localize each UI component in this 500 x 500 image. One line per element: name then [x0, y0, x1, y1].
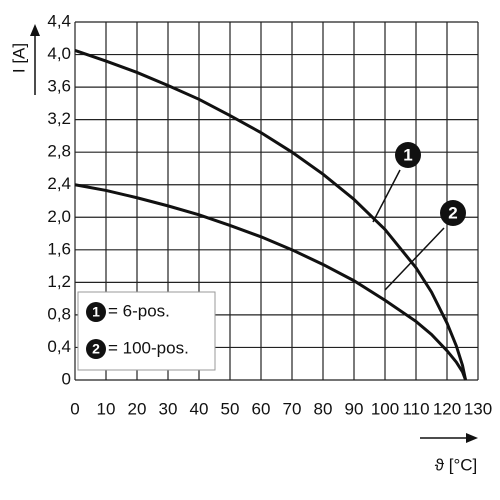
y-tick-label: 2,0 [47, 207, 71, 226]
x-tick-label: 60 [252, 399, 271, 418]
y-tick-label: 3,2 [47, 109, 71, 128]
legend-badge-label: 1 [92, 304, 100, 320]
x-tick-label: 20 [128, 399, 147, 418]
x-tick-label: 90 [345, 399, 364, 418]
y-axis-label: I [A] [9, 43, 28, 73]
y-tick-label: 4,0 [47, 44, 71, 63]
x-tick-label: 120 [433, 399, 461, 418]
y-tick-label: 3,6 [47, 77, 71, 96]
y-arrowhead [30, 24, 40, 36]
x-tick-label: 0 [70, 399, 79, 418]
x-tick-label: 80 [314, 399, 333, 418]
x-tick-label: 30 [159, 399, 178, 418]
callout-badge [395, 142, 421, 168]
x-axis-label: ϑ [°C] [435, 455, 478, 474]
y-tick-label: 2,8 [47, 142, 71, 161]
y-tick-label: 1,2 [47, 272, 71, 291]
callout-label: 1 [403, 145, 412, 164]
series-line [74, 49, 468, 381]
callout-line [384, 227, 445, 291]
legend-badge-label: 2 [92, 341, 100, 357]
x-tick-label: 10 [97, 399, 116, 418]
x-tick-label: 70 [283, 399, 302, 418]
y-tick-label: 0,8 [47, 304, 71, 323]
legend-badge [86, 339, 106, 359]
y-tick-label: 1,6 [47, 239, 71, 258]
x-arrowhead [466, 433, 478, 443]
callout-label: 2 [448, 203, 457, 222]
y-tick-label: 2,4 [47, 174, 71, 193]
callout-line [372, 169, 401, 223]
x-tick-label: 40 [190, 399, 209, 418]
legend-label: = 100-pos. [108, 338, 189, 357]
x-tick-label: 110 [402, 399, 429, 418]
x-tick-label: 130 [464, 399, 492, 418]
y-tick-label: 0 [62, 369, 71, 388]
y-tick-label: 4,4 [47, 11, 71, 30]
legend-badge [86, 302, 106, 322]
callout-badge [440, 200, 466, 226]
y-tick-label: 0,4 [47, 337, 71, 356]
x-tick-label: 100 [371, 399, 399, 418]
legend-label: = 6-pos. [108, 301, 170, 320]
x-tick-label: 50 [221, 399, 240, 418]
series-line [74, 183, 468, 381]
